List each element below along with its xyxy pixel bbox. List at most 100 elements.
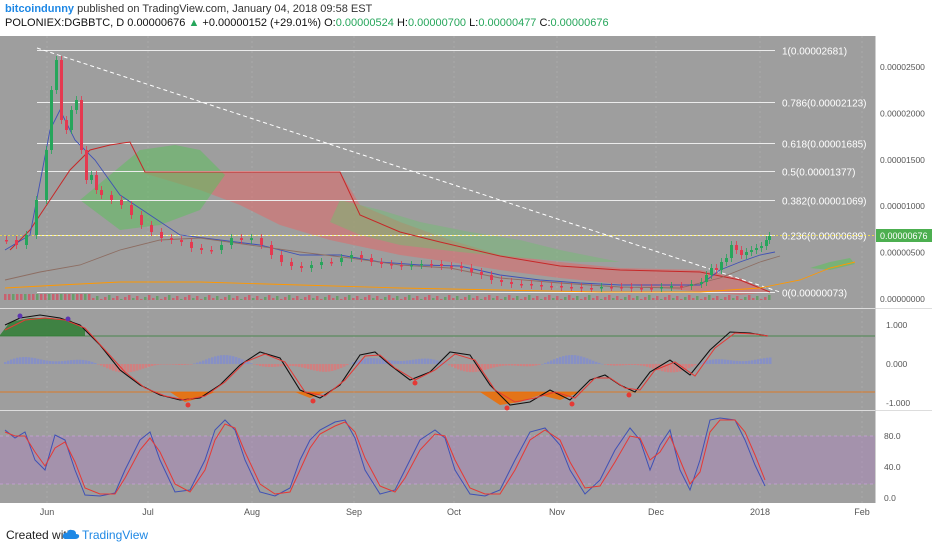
macd-hist-bar — [520, 364, 523, 367]
macd-hist-bar — [88, 361, 91, 364]
macd-hist-bar — [292, 364, 295, 367]
volume-bar — [372, 298, 375, 300]
volume-bar — [440, 299, 443, 300]
volume-bar — [580, 299, 583, 300]
macd-hist-bar — [607, 364, 610, 366]
candle-body — [140, 215, 143, 225]
volume-bar — [564, 297, 567, 300]
open-value: 0.00000524 — [335, 17, 394, 29]
macd-hist-bar — [625, 364, 628, 366]
macd-hist-bar — [340, 364, 343, 368]
candle-body — [50, 90, 53, 150]
volume-bar — [200, 299, 203, 300]
macd-hist-bar — [172, 364, 175, 365]
macd-hist-bar — [373, 358, 376, 364]
candle-body — [360, 255, 363, 258]
candle-body — [600, 287, 603, 289]
macd-hist-bar — [247, 361, 250, 364]
macd-orange-area — [295, 392, 325, 398]
volume-bar — [632, 298, 635, 300]
candle-body — [160, 232, 163, 238]
macd-hist-bar — [304, 364, 307, 369]
candle-body — [190, 242, 193, 248]
volume-bar — [380, 299, 383, 300]
stoch-tick-label: 0.0 — [884, 493, 896, 503]
volume-bar — [688, 295, 691, 300]
macd-cross-dot — [17, 313, 23, 319]
price-tick-label: 0.00001500 — [880, 155, 925, 165]
volume-bar — [596, 296, 599, 300]
macd-hist-bar — [646, 364, 649, 367]
chart-area[interactable]: 1(0.00002681) 0.786(0.00002123) 0.618(0.00… — [0, 34, 932, 520]
macd-hist-bar — [313, 364, 316, 371]
macd-hist-bar — [709, 359, 712, 364]
chart-svg[interactable]: 1(0.00002681) 0.786(0.00002123) 0.618(0.00… — [0, 34, 932, 520]
macd-hist-bar — [535, 364, 538, 366]
stoch-axis[interactable] — [875, 411, 932, 503]
candle-body — [95, 175, 98, 190]
macd-hist-bar — [763, 358, 766, 364]
volume-bar — [196, 296, 199, 300]
volume-bar — [668, 295, 671, 300]
macd-hist-bar — [523, 364, 526, 367]
volume-bar — [356, 296, 359, 300]
volume-bar — [336, 296, 339, 300]
volume-bar — [628, 295, 631, 300]
macd-hist-bar — [505, 364, 508, 366]
macd-hist-bar — [619, 364, 622, 366]
macd-hist-bar — [481, 364, 484, 371]
macd-hist-bar — [358, 359, 361, 364]
macd-axis[interactable] — [875, 309, 932, 410]
volume-bar — [368, 295, 371, 300]
macd-hist-bar — [190, 364, 193, 365]
macd-hist-bar — [31, 357, 34, 364]
author-link[interactable]: bitcoindunny — [5, 3, 75, 15]
volume-bar — [556, 296, 559, 300]
volume-bar — [168, 295, 171, 300]
stoch-panel[interactable] — [0, 411, 875, 503]
macd-panel[interactable] — [0, 309, 875, 410]
volume-bar — [56, 294, 59, 300]
macd-hist-bar — [592, 360, 595, 364]
volume-bar — [412, 298, 415, 300]
volume-bar — [508, 295, 511, 300]
volume-bar — [288, 295, 291, 300]
stoch-tick-label: 40.0 — [884, 462, 901, 472]
volume-bar — [128, 295, 131, 300]
candle-body — [35, 200, 38, 235]
fib-levels[interactable]: 1(0.00002681) 0.786(0.00002123) 0.618(0.00… — [37, 47, 867, 300]
volume-bar — [420, 299, 423, 300]
macd-hist-bar — [355, 361, 358, 364]
volume-bar — [148, 295, 151, 300]
low-value: 0.00000477 — [478, 17, 537, 29]
candles[interactable] — [5, 56, 771, 292]
macd-hist-bar — [337, 364, 340, 370]
macd-hist-bar — [700, 362, 703, 364]
macd-signal-line — [4, 317, 769, 403]
candle-body — [450, 266, 453, 268]
volume-bar — [764, 297, 767, 300]
macd-hist-bar — [712, 359, 715, 364]
volume-bar — [664, 297, 667, 300]
volume-bar — [488, 295, 491, 300]
volume-bar — [524, 297, 527, 300]
macd-hist-bar — [745, 360, 748, 364]
trendline[interactable] — [36, 47, 781, 293]
candle-body — [440, 264, 443, 266]
volume-bar — [672, 298, 675, 300]
tradingview-link[interactable]: TradingView — [82, 528, 149, 542]
macd-hist-bar — [571, 355, 574, 364]
macd-hist-bar — [4, 362, 7, 364]
candle-body — [768, 236, 771, 240]
macd-hist-bar — [676, 364, 679, 372]
macd-hist-bar — [316, 364, 319, 372]
price-change: +0.00000152 (+29.01%) — [202, 17, 322, 29]
volume-bar — [44, 294, 47, 300]
macd-hist-bar — [517, 364, 520, 366]
price-axis[interactable] — [875, 36, 932, 308]
macd-hist-bar — [379, 358, 382, 364]
volume-bar — [124, 297, 127, 300]
time-axis[interactable] — [0, 503, 932, 520]
macd-hist-bar — [730, 360, 733, 364]
macd-hist-bar — [325, 364, 328, 372]
